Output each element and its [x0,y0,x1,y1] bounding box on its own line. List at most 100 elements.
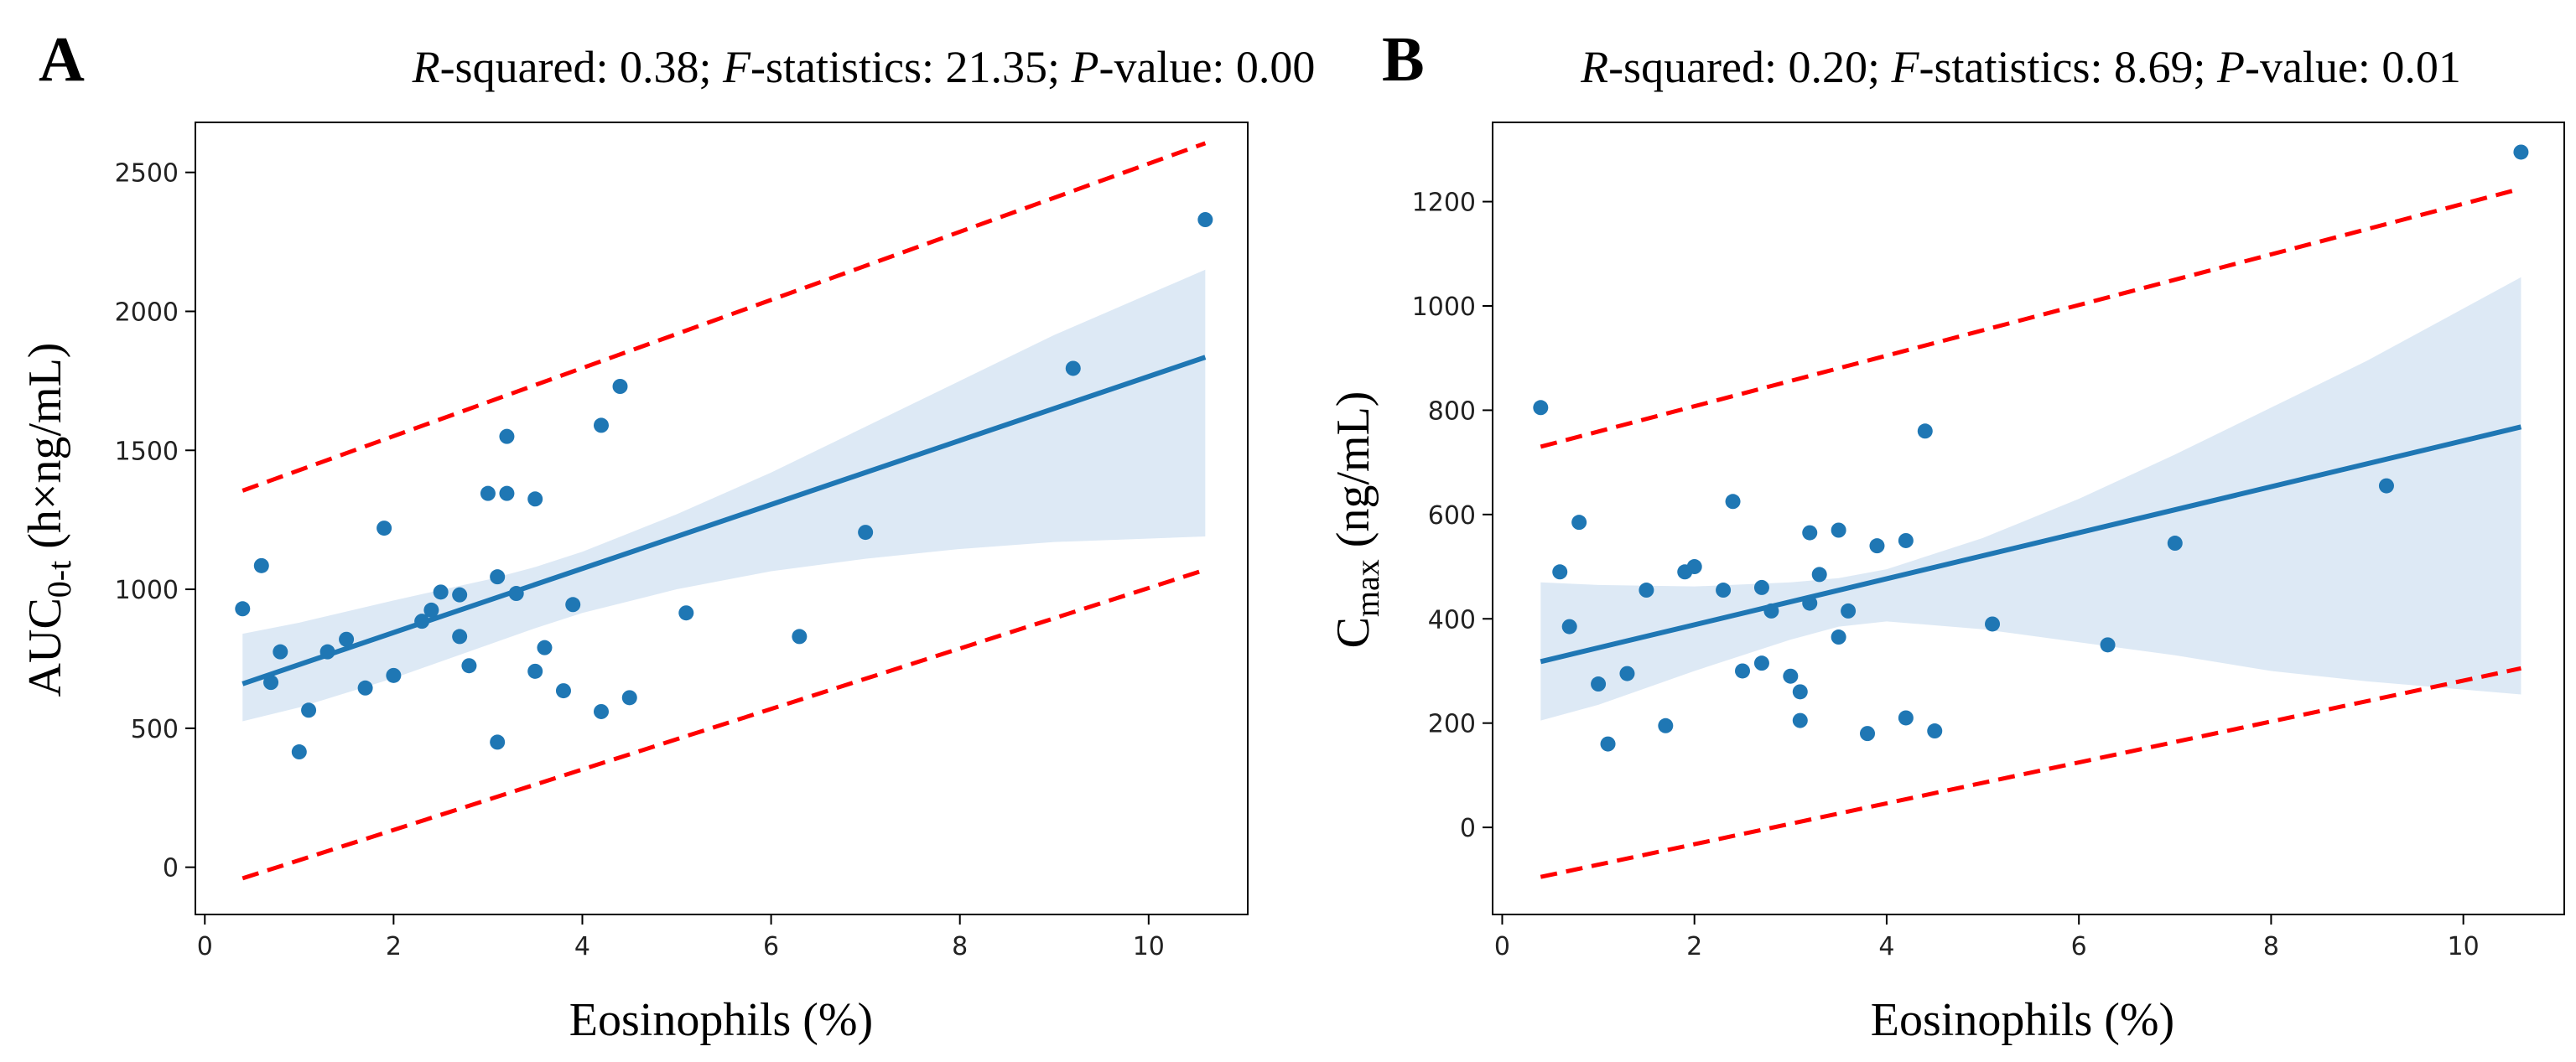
panel-a-data-point [235,601,251,617]
panel-b-data-point [1898,532,1914,548]
panel-b-data-point [1639,583,1654,598]
panel-b-data-point [1561,619,1577,635]
panel-b-data-point [2378,478,2394,494]
panel-a-regression-line [242,355,1207,686]
panel-a-data-point [612,379,628,394]
panel-a-data-point [253,557,269,573]
panel-a-data-point [339,631,355,647]
panel-a-x-tick-label: 8 [952,932,968,961]
panel-b-data-point [1802,595,1818,611]
panel-b-ticks: 0 2 4 6 8 10 0 200 400 600 800 1000 1200 [1412,189,2480,961]
panel-a-data-point [480,485,496,501]
panel-b-data-point [1811,567,1827,583]
panel-b-x-tick-label: 6 [2071,932,2087,961]
panel-b-prediction-lower-line [1540,666,2521,879]
panel-a-data-point [858,525,874,541]
panel-b-data-point [1860,726,1876,742]
panel-a-x-tick-label: 4 [574,932,590,961]
panel-a-data-point [452,629,468,645]
panel-b-data-point [1927,723,1943,739]
panel-b-data-point [1917,423,1933,439]
panel-b-plot-area [1533,144,2529,879]
panel-b-data-point [2100,637,2116,653]
panel-b-data-point [1802,525,1818,541]
panel-a-stats-title: R-squared: 0.38; F-statistics: 21.35; P-… [412,42,1316,92]
panel-b-data-point [1763,603,1779,619]
panel-a-data-point [377,521,392,536]
panel-b-data-point [1841,603,1857,619]
panel-b-data-point [1600,736,1616,752]
panel-b-data-point [1898,710,1914,726]
panel-letter-a: A [39,24,85,95]
panel-b-x-tick-label: 4 [1878,932,1894,961]
panel-a-data-point [527,663,543,679]
panel-a-data-point [499,428,515,444]
panel-b-x-tick-label: 10 [2448,932,2480,961]
panel-a-x-axis-label: Eosinophils (%) [569,994,873,1046]
panel-a-data-point [499,485,515,501]
panel-a-data-point [508,586,524,602]
panel-b-y-tick-label: 0 [1460,814,1476,843]
panel-b-data-point [1985,616,2001,632]
panel-b-y-tick-label: 400 [1428,605,1476,635]
panel-b-data-point [1792,712,1808,728]
panel-a-x-tick-label: 6 [763,932,779,961]
panel-b-data-point [1753,579,1769,595]
panel-a-data-point [527,491,543,507]
panel-b-stats-title: R-squared: 0.20; F-statistics: 8.69; P-v… [1580,42,2461,92]
panel-b-x-tick-label: 8 [2263,932,2279,961]
panel-b-prediction-upper-line [1540,186,2522,449]
panel-b-confidence-band [1540,277,2521,721]
panel-b-data-point [1792,684,1808,700]
panel-a-x-tick-label: 10 [1133,932,1165,961]
panel-b-data-point [1753,655,1769,671]
panel-b-data-point [1716,583,1732,598]
panel-a-data-point [593,703,609,719]
panel-b-data-point [1783,668,1799,684]
panel-b-y-tick-label: 1200 [1412,189,1476,218]
panel-a-data-point [273,644,288,660]
panel-letter-b: B [1382,24,1425,95]
panel-a-y-tick-label: 2000 [115,298,179,327]
panel-b-data-point [1571,515,1587,531]
panel-a-data-point [1065,360,1081,376]
panel-a-data-point [433,584,449,600]
panel-b-x-tick-label: 0 [1494,932,1510,961]
panel-b-data-point [1725,494,1741,510]
panel-b-y-tick-label: 200 [1428,710,1476,739]
panel-b: B R-squared: 0.20; F-statistics: 8.69; P… [1327,24,2565,1046]
panel-b-data-point [1658,717,1674,733]
panel-b-axes-frame [1492,122,2565,915]
panel-a-confidence-band [242,269,1206,722]
panel-a-y-tick-label: 2500 [115,159,179,189]
panel-a-data-point [263,675,279,691]
panel-a-prediction-upper-line [242,141,1207,493]
panel-a-data-point [555,683,571,699]
panel-a-data-point [621,690,637,706]
panel-b-data-point [1735,663,1751,679]
panel-a: A R-squared: 0.38; F-statistics: 21.35; … [19,24,1315,1046]
panel-b-data-point [2167,536,2183,552]
panel-b-data-point [1831,629,1846,645]
panel-b-data-point [1552,564,1568,580]
panel-a-data-point [386,667,402,683]
panel-a-data-point [490,734,506,750]
panel-b-data-point [1686,559,1702,575]
panel-b-x-axis-label: Eosinophils (%) [1871,994,2174,1046]
panel-a-data-point [678,605,694,621]
panel-a-x-tick-label: 2 [386,932,402,961]
panel-a-data-point [461,658,477,674]
panel-b-data-point [1869,538,1885,554]
panel-a-prediction-lower-line [242,567,1207,881]
panel-a-ticks: 0 2 4 6 8 10 0 500 1000 1500 2000 2500 [115,159,1165,961]
panel-a-y-axis-label: AUC0-t (h×ng/mL) [19,343,78,697]
panel-b-y-tick-label: 1000 [1412,293,1476,322]
panel-a-data-point [1197,212,1213,228]
panel-a-y-tick-label: 500 [131,715,179,744]
panel-b-regression-line [1540,424,2522,665]
panel-a-data-point [452,587,468,603]
panel-a-data-point [490,569,506,585]
panel-b-data-point [1831,522,1846,538]
panel-a-data-point [301,702,317,718]
panel-a-data-point [565,597,581,613]
